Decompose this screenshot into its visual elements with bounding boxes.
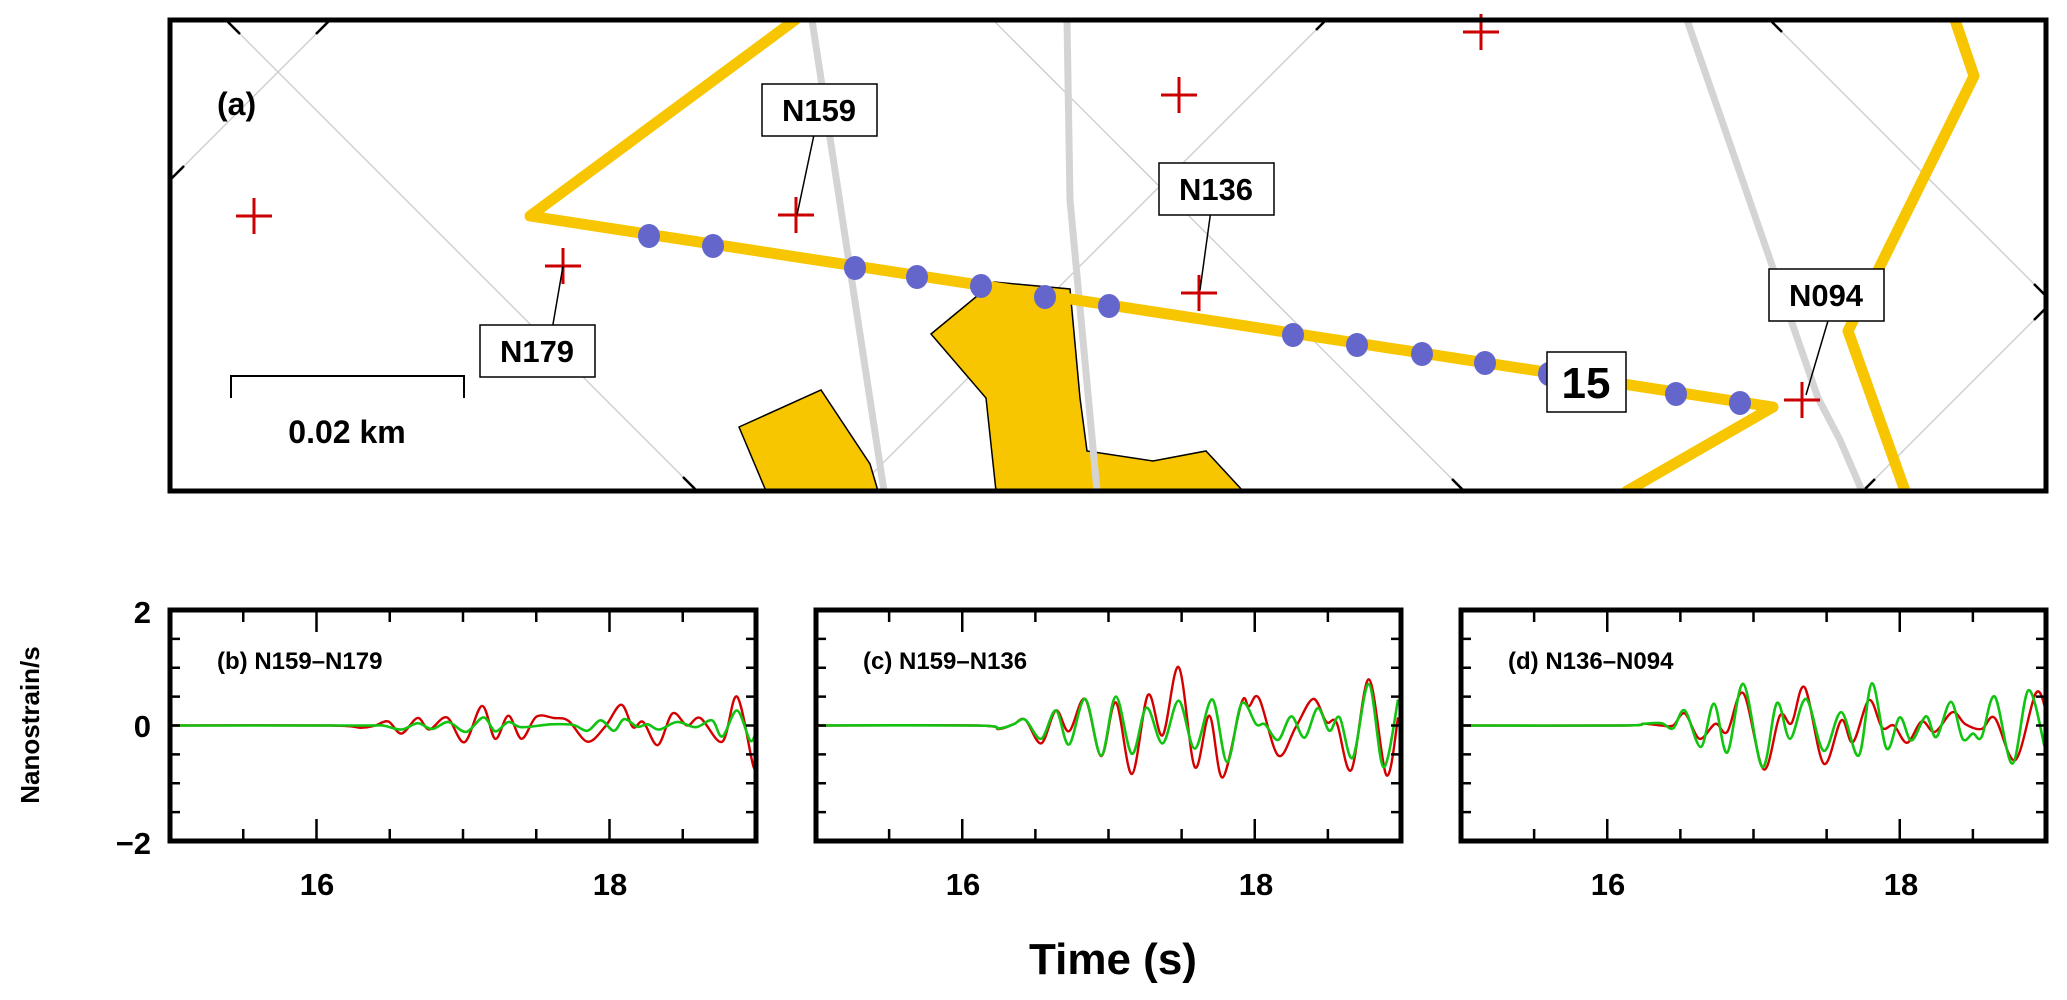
yellow-road-fiber <box>524 20 1779 491</box>
channel-dot <box>638 224 660 248</box>
panel-a-frame <box>167 17 2049 494</box>
station-label-text: N179 <box>500 334 574 369</box>
grey-road-3 <box>1683 20 1866 491</box>
x-tick-label: 18 <box>593 867 627 902</box>
grey-road-2 <box>1063 20 1101 491</box>
label-leaders <box>551 129 1831 396</box>
y-tick-label: 0 <box>134 709 151 744</box>
waveform-green <box>1461 681 2046 769</box>
scale-bar: 0.02 km <box>230 375 465 450</box>
station-label-n136: N136 <box>1158 162 1275 216</box>
channel-dot <box>1729 391 1751 415</box>
channel-dot <box>970 274 992 298</box>
yellow-road-right <box>1842 20 1980 491</box>
panel-d-frame <box>1458 607 2049 844</box>
graticule-lines <box>170 20 2046 491</box>
station-cross-icon <box>236 198 272 234</box>
channel-dot <box>1098 294 1120 318</box>
channel-dot <box>702 234 724 258</box>
station-label-n159: N159 <box>761 83 878 137</box>
yellow-area-1 <box>738 389 879 491</box>
panel-a-label: (a) <box>217 86 256 122</box>
channel-dot <box>844 256 866 280</box>
scale-bar-label: 0.02 km <box>288 414 405 450</box>
channel-dot <box>1665 382 1687 406</box>
station-cross-icon <box>1181 275 1217 311</box>
panel-b-waveform: (b) N159–N179 16 18 2 0 −2 <box>116 595 759 902</box>
channel-dot <box>1034 285 1056 309</box>
graticule-line <box>170 20 331 181</box>
graticule-line <box>854 20 1327 491</box>
panel-b-frame <box>167 607 759 844</box>
station-label-text: N136 <box>1179 172 1253 207</box>
channel-dot <box>1411 342 1433 366</box>
segment-label-text: 15 <box>1562 359 1611 408</box>
y-tick-label: 2 <box>134 595 151 630</box>
station-markers <box>236 14 1820 418</box>
waveform-red <box>816 665 1400 779</box>
waveform-green <box>816 682 1400 769</box>
y-axis-label: Nanostrain/s <box>15 646 45 804</box>
station-cross-icon <box>1161 77 1197 113</box>
station-label-n179: N179 <box>479 324 596 378</box>
x-tick-label: 16 <box>946 867 980 902</box>
channel-dot <box>1474 351 1496 375</box>
station-label-text: N094 <box>1789 278 1864 313</box>
station-cross-icon <box>1784 382 1820 418</box>
graticule-line <box>225 20 698 491</box>
panel-c-title: (c) N159–N136 <box>863 648 1027 675</box>
panel-c-frame <box>813 607 1404 844</box>
panel-d-title: (d) N136–N094 <box>1508 648 1674 675</box>
graticule-frame-ticks <box>170 20 2046 491</box>
panel-d-waveform: (d) N136–N094 16 18 <box>1458 607 2049 902</box>
x-tick-label: 18 <box>1239 867 1273 902</box>
station-label-text: N159 <box>782 93 856 128</box>
channel-dot <box>906 265 928 289</box>
x-tick-label: 16 <box>300 867 334 902</box>
channel-dot <box>1346 333 1368 357</box>
panel-a-map: N159 N136 N179 N094 15 (a) 0.02 km <box>167 14 2049 494</box>
waveform-red <box>170 695 756 771</box>
waveform-green <box>170 709 756 743</box>
station-label-n094: N094 <box>1768 268 1885 322</box>
graticule-line <box>1769 20 2046 297</box>
panel-c-waveform: (c) N159–N136 16 18 <box>813 607 1404 902</box>
x-axis-label: Time (s) <box>1029 935 1197 984</box>
segment-label: 15 <box>1546 351 1627 413</box>
panel-b-title: (b) N159–N179 <box>217 648 382 675</box>
channel-dot <box>1282 323 1304 347</box>
y-tick-label: −2 <box>116 826 151 861</box>
station-cross-icon <box>778 197 814 233</box>
x-tick-label: 18 <box>1884 867 1918 902</box>
x-tick-label: 16 <box>1591 867 1625 902</box>
